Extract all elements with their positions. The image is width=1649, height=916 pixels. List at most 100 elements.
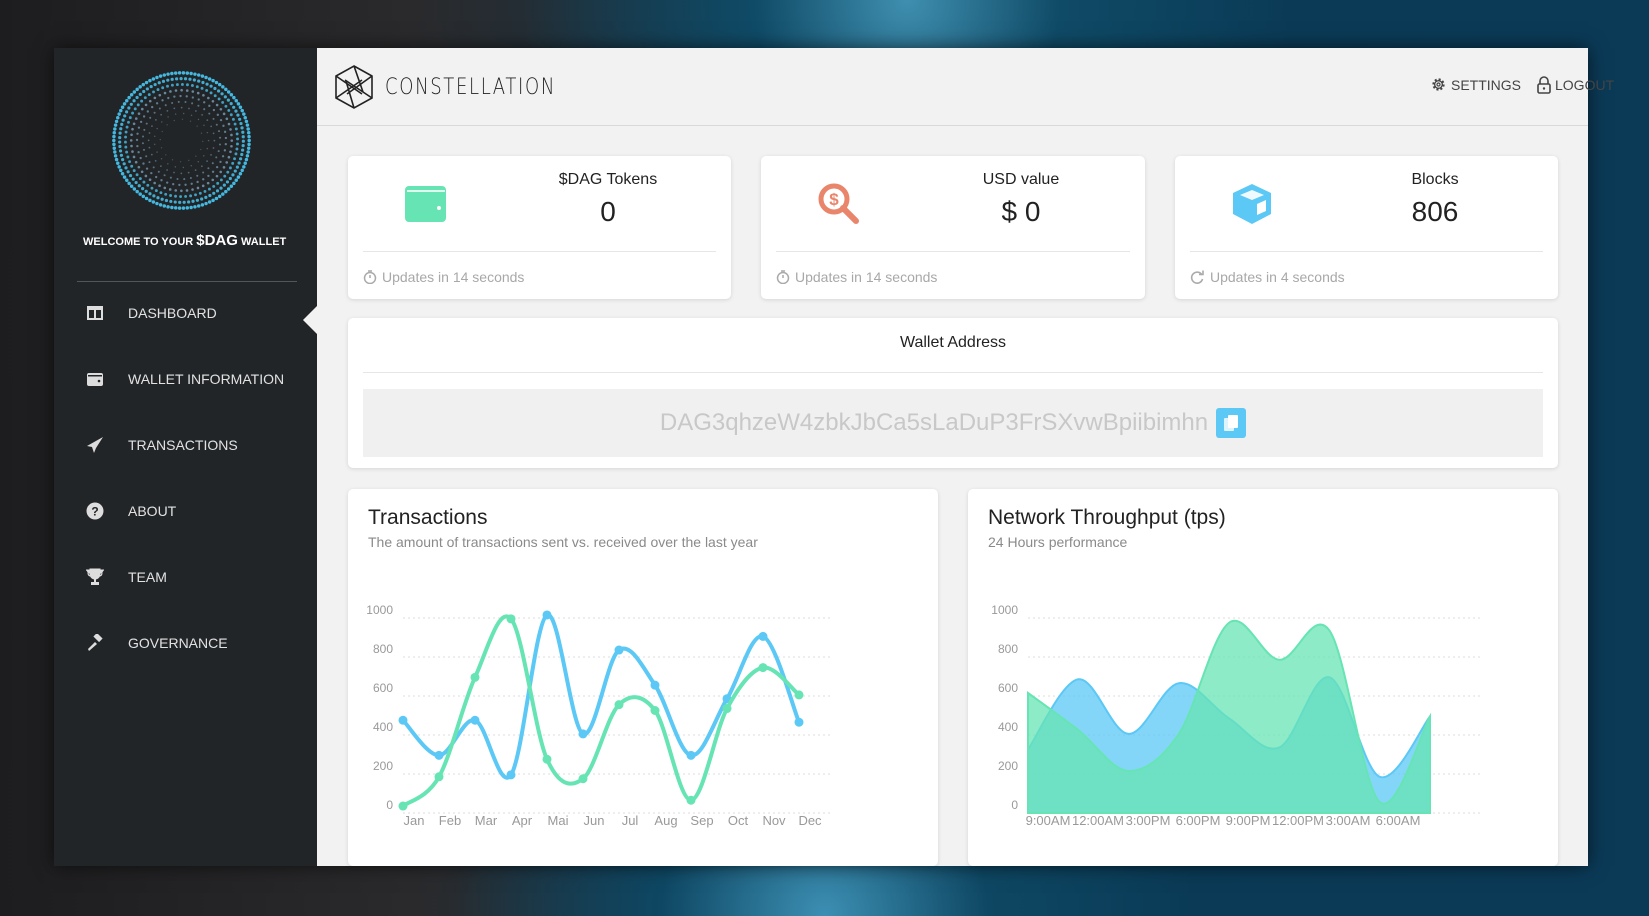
logo-dot [225,117,229,121]
sidebar-item-label: GOVERNANCE [128,635,228,651]
data-point [398,715,408,725]
logo-dot [134,160,138,164]
logo-dot [203,155,205,157]
logo-dot [141,194,146,199]
question-circle-icon: ? [84,500,106,522]
logo-dot [185,206,190,210]
logo-dot [113,150,117,154]
sidebar-item-about[interactable]: ? ABOUT [84,496,176,526]
logo-dot [240,126,244,130]
logo-dot [226,187,231,191]
logo-dot [131,111,135,115]
logo-dot [173,71,178,75]
logo-dot [215,103,219,107]
logo-dot [124,145,128,149]
logo-dot [207,139,210,142]
logo-dot [170,77,174,81]
x-tick-label: 9:00PM [1226,813,1271,828]
logo-dot [200,203,205,207]
logo-dot [200,74,205,78]
svg-text:$: $ [829,190,839,209]
y-tick-label: 600 [998,681,1018,695]
logo-dot [182,200,186,204]
logo-dot [189,194,193,198]
logo-dot [211,78,215,83]
wallet-address-value[interactable]: DAG3qhzeW4zbkJbCa5sLaDuP3FrSXvwBpiibimhn [659,409,1209,436]
logo-dot [171,101,174,105]
logo-dot [184,194,188,198]
logo-dot [201,114,203,116]
logo-dot [173,95,176,98]
logo-dot [173,107,176,110]
x-tick-label: Sep [690,813,713,828]
logo-dot [120,172,125,176]
logo-dot [229,102,233,106]
logo-dot [222,183,226,187]
sidebar-item-transactions[interactable]: TRANSACTIONS [84,430,238,460]
data-point [650,680,660,690]
logout-link[interactable]: LOGOUT [1537,76,1614,94]
sidebar-item-team[interactable]: TEAM [84,562,167,592]
logo-dot [155,102,159,105]
logo-dot [144,80,149,85]
logo-dot [209,84,213,88]
logo-dot [137,126,141,129]
y-tick-label: 0 [1011,798,1018,812]
copy-button[interactable] [1216,408,1247,438]
logo-dot [207,77,212,81]
logo-dot [169,194,173,197]
logo-dot [195,198,199,202]
logo-dot [197,118,200,121]
logo-dot [201,80,205,85]
settings-link[interactable]: SETTINGS [1430,76,1521,93]
logo-dot [207,96,210,100]
logo-dot [196,174,199,177]
logo-dot [210,125,213,128]
logo-dot [129,102,133,106]
active-indicator [303,305,318,335]
sidebar: WELCOME TO YOUR $DAG WALLET DASHBOARD WA… [54,48,318,866]
sidebar-item-governance[interactable]: GOVERNANCE [84,628,228,658]
brand[interactable]: CONSTELLATION [333,64,594,110]
logo-dot [196,204,201,208]
logo-dot [118,140,122,144]
logo-dot [203,108,206,111]
logo-dot [231,161,235,165]
sidebar-item-wallet-information[interactable]: WALLET INFORMATION [84,364,284,394]
logo-dot [179,161,182,163]
logo-dot [125,150,129,154]
logo-dot [218,143,221,146]
logo-dot [221,155,225,158]
logo-dot [246,127,250,131]
constellation-dots-logo [112,71,251,210]
logo-dot [175,83,179,87]
logo-dot [232,95,236,100]
logo-dot [208,193,212,198]
logo-dot [200,197,204,201]
x-tick-label: Nov [762,813,786,828]
logo-dot [169,199,173,204]
logo-dot [118,149,123,153]
logo-dot [184,183,187,186]
data-point [578,774,588,784]
sidebar-item-dashboard[interactable]: DASHBOARD [84,298,217,328]
logo-dot [142,89,146,94]
logo-dot [166,181,169,184]
logo-dot [172,183,175,186]
logo-dot [226,170,230,174]
logo-dot [197,98,200,101]
logo-dot [149,84,153,89]
logo-dot [197,79,201,83]
logo-dot [208,104,211,107]
logo-dot [161,121,163,123]
logo-dot [196,91,200,95]
logo-dot [142,115,146,118]
wallet-icon [84,368,106,390]
logo-dot [200,148,202,151]
stat-label: $DAG Tokens [558,171,658,188]
logo-dot [135,189,139,194]
stat-value: 806 [1411,196,1459,227]
logo-dot [161,86,165,90]
logo-dot [125,125,129,129]
logo-dot [195,155,197,157]
